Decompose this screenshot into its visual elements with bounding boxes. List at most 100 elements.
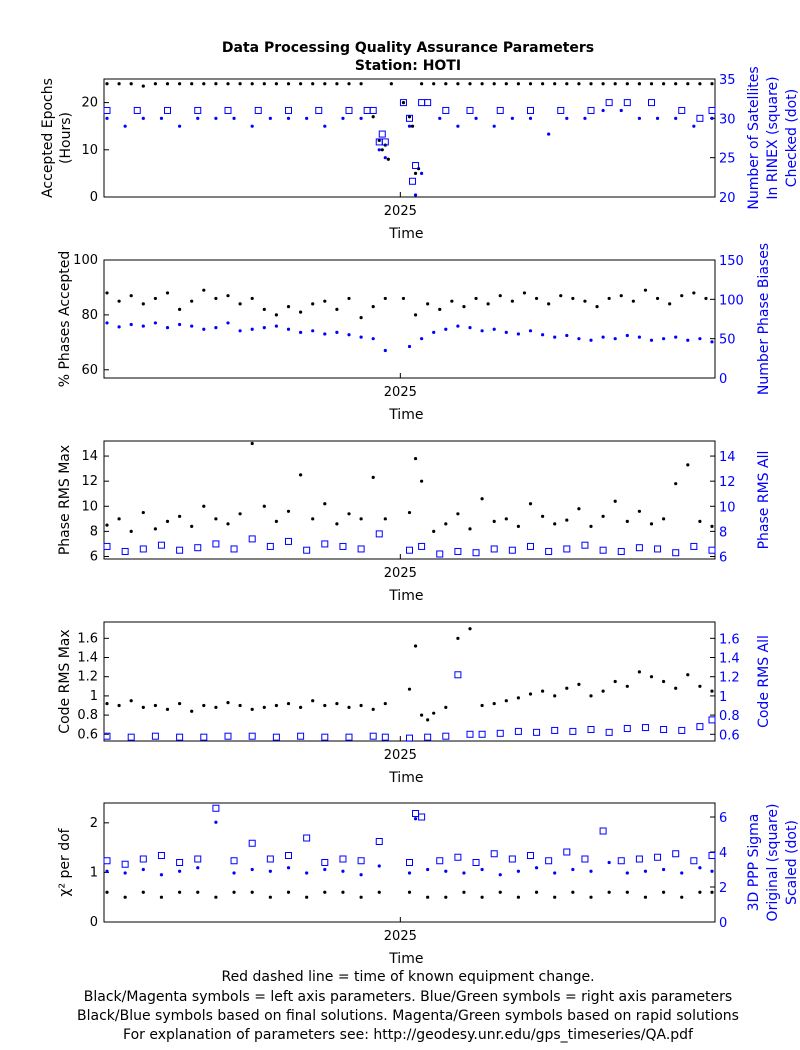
- data-point-dot: [105, 701, 109, 706]
- data-point-square: [285, 537, 292, 545]
- right-tick-label: 25: [719, 152, 736, 167]
- data-point-dot: [238, 703, 242, 708]
- data-point-dot: [553, 522, 557, 526]
- data-point-dot: [619, 108, 623, 113]
- data-point-dot: [371, 707, 375, 711]
- data-point-square: [321, 859, 329, 866]
- data-point-dot: [383, 296, 387, 301]
- data-point-dot: [123, 895, 127, 899]
- data-point-dot: [528, 329, 533, 333]
- plot-frame: [103, 259, 716, 379]
- data-point-dot: [359, 335, 363, 339]
- data-point-dot: [323, 124, 327, 128]
- data-point-dot: [274, 324, 278, 328]
- data-point-dot: [323, 332, 327, 336]
- data-point-dot: [286, 82, 291, 86]
- data-point-dot: [407, 510, 412, 515]
- right-tick-label: 20: [719, 191, 736, 206]
- data-point-dot: [698, 519, 702, 523]
- data-point-dot: [710, 689, 714, 693]
- data-point-dot: [311, 329, 315, 333]
- data-point-dot: [456, 512, 460, 516]
- right-axis-label: Number Phase Biases: [756, 243, 772, 395]
- data-point-dot: [486, 302, 490, 306]
- data-point-dot: [426, 895, 430, 899]
- data-point-dot: [498, 890, 502, 894]
- data-point-dot: [262, 82, 266, 86]
- left-tick-label: 2: [90, 816, 98, 831]
- left-tick-label: 12: [81, 474, 98, 489]
- data-point-dot: [407, 115, 412, 119]
- data-point-dot: [359, 517, 363, 521]
- data-point-dot: [232, 871, 236, 875]
- data-point-dot: [420, 337, 424, 341]
- data-point-square: [212, 540, 220, 548]
- data-point-square: [412, 162, 420, 170]
- data-point-dot: [583, 116, 587, 120]
- data-point-dot: [553, 335, 557, 339]
- data-point-dot: [625, 519, 629, 523]
- data-point-dot: [474, 296, 478, 301]
- data-point-dot: [426, 718, 430, 722]
- panel-2: 60 80 100 0 50 100 150 2025 Time % Phases Accepte…: [57, 243, 772, 423]
- data-point-dot: [105, 869, 109, 873]
- data-point-dot: [238, 302, 242, 306]
- data-point-dot: [710, 890, 714, 894]
- data-point-dot: [299, 473, 303, 477]
- data-point-dot: [129, 529, 133, 533]
- data-point-dot: [238, 512, 242, 516]
- data-point-dot: [190, 82, 194, 86]
- data-point-dot: [680, 871, 684, 875]
- left-tick-label: 1: [90, 865, 98, 880]
- data-point-square: [248, 839, 256, 847]
- data-point-dot: [528, 692, 533, 696]
- right-tick-label: 8: [719, 525, 727, 540]
- right-tick-label: 1.6: [719, 632, 740, 647]
- data-point-dot: [335, 307, 339, 311]
- right-axis-label: In RINEX (square): [765, 76, 781, 199]
- data-point-dot: [196, 866, 200, 870]
- data-point-dot: [444, 522, 448, 526]
- data-point-square: [533, 728, 541, 736]
- data-point-dot: [117, 517, 121, 521]
- left-tick-label: 1: [90, 689, 98, 704]
- data-point-dot: [553, 82, 557, 86]
- data-point-dot: [286, 701, 291, 706]
- data-point-square: [315, 106, 323, 114]
- x-tick-label: 2025: [384, 748, 417, 763]
- data-point-dot: [347, 296, 351, 301]
- data-point-dot: [141, 705, 145, 710]
- data-point-square: [424, 733, 432, 741]
- data-point-dot: [274, 519, 278, 523]
- data-point-square: [654, 545, 662, 553]
- data-point-dot: [262, 307, 266, 311]
- data-point-dot: [250, 707, 254, 711]
- data-point-square: [678, 106, 686, 114]
- data-point-square: [164, 106, 171, 114]
- data-point-dot: [565, 333, 569, 338]
- data-point-dot: [601, 689, 605, 693]
- left-tick-label: 80: [81, 308, 98, 323]
- data-point-dot: [643, 288, 648, 292]
- data-point-dot: [165, 519, 170, 523]
- data-point-square: [285, 852, 292, 859]
- data-point-dot: [226, 522, 230, 526]
- data-point-dot: [159, 116, 164, 120]
- panel-3: 6 8 10 12 14 6 8 10 12 14 2025 Time Phase RMS Max Pha…: [57, 440, 772, 604]
- data-point-square: [563, 545, 571, 553]
- data-point-dot: [625, 684, 629, 688]
- data-point-dot: [178, 322, 182, 327]
- data-point-dot: [371, 115, 375, 119]
- panel-4: 0.6 0.8 1 1.2 1.4 1.6 0.6 0.8 1 1.2 1.4 1.6 2025 Time…: [57, 621, 772, 786]
- data-point-dot: [214, 820, 218, 824]
- data-point-dot: [462, 305, 466, 309]
- data-point-dot: [625, 82, 629, 86]
- data-point-dot: [571, 890, 575, 894]
- data-point-dot: [553, 694, 557, 698]
- data-point-dot: [178, 307, 182, 311]
- data-point-dot: [190, 709, 194, 713]
- data-point-dot: [577, 507, 581, 511]
- data-point-dot: [341, 869, 345, 873]
- data-point-dot: [238, 82, 242, 86]
- data-point-square: [648, 99, 655, 107]
